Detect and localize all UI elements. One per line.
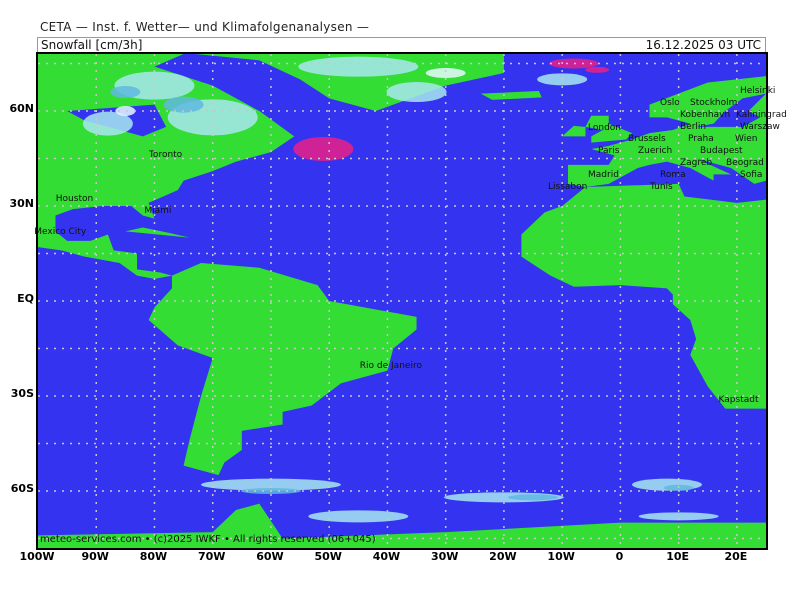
snowfall-moderate [163,96,204,113]
ireland [562,125,586,137]
snowfall-light [638,512,719,521]
antarctica [38,503,766,548]
snowfall-heavy [548,58,599,69]
lon-label: 100W [19,550,55,563]
copyright-credit: meteo-services.com • (c)2025 IWKF • All … [40,534,376,545]
city-label: Brussels [628,134,666,144]
city-label: Miami [144,206,172,217]
snowfall-light [200,478,341,491]
city-label: Berlin [680,122,707,132]
city-label: Lissabon [548,182,588,192]
city-label: Stockholm [690,98,738,108]
greenland [195,54,504,111]
lon-label: 10E [666,550,690,563]
lon-label: 80W [139,550,168,563]
lat-label: 30N [9,197,34,210]
city-label: Sofia [740,170,763,180]
lon-label: 70W [197,550,226,563]
institute-title: CETA — Inst. f. Wetter— und Klimafolgena… [40,20,370,34]
city-label: Kapstadt [718,395,759,406]
weather-map [36,52,768,550]
city-label: Mexico City [34,226,87,237]
snowfall-moderate [110,86,141,98]
lon-label: 50W [314,550,342,563]
lat-label: 60S [10,482,34,495]
iceland [480,91,542,100]
snowfall-trace [425,68,466,78]
city-label: Wien [735,134,758,144]
lon-label: 90W [81,550,109,563]
city-label: Warszaw [740,122,780,132]
city-label: Paris [598,146,620,156]
snowfall-heavy [585,66,610,73]
city-label: Toronto [148,149,183,160]
city-label: Zagreb [680,158,713,168]
lon-label: 60W [256,550,284,563]
lat-label: EQ [17,292,34,305]
lon-label: 20W [489,550,517,563]
city-label: London [588,123,621,133]
city-label: Tunis [650,182,673,192]
valid-time: 16.12.2025 03 UTC [645,38,761,52]
snowfall-heavy [293,137,354,161]
city-label: Roma [660,170,686,180]
snowfall-moderate [508,494,559,501]
snowfall-light [308,510,409,523]
snowfall-light [386,82,447,102]
south-america [148,263,417,476]
city-label: Helsinki [740,86,776,96]
title-bar: Snowfall [cm/3h] 16.12.2025 03 UTC [37,37,766,53]
snowfall-light [82,111,133,136]
europe [567,76,766,187]
lon-label: 20E [724,550,748,563]
snowfall-trace [115,106,136,116]
city-label: Kobenhavn [680,110,731,120]
city-label: Madrid [588,170,619,180]
lat-label: 60N [9,102,34,115]
city-label: Houston [55,193,94,204]
parameter-label: Snowfall [cm/3h] [41,38,143,52]
lon-label: 10W [547,550,575,563]
city-label: Oslo [660,98,680,108]
snowfall-light [298,56,419,77]
africa [521,183,766,409]
lon-label: 0 [615,550,624,563]
lat-label: 30S [10,387,34,400]
city-label: Budapest [700,146,743,156]
baltic-sea [696,93,766,127]
lon-label: 40W [372,550,401,563]
cuba [125,227,190,238]
city-label: Praha [688,134,714,144]
city-label: Kaliningrad [736,110,787,120]
lon-label: 30W [430,550,459,563]
city-label: Zuerich [638,146,673,156]
city-label: Beograd [726,158,764,168]
city-label: Rio de Janeiro [359,360,422,371]
